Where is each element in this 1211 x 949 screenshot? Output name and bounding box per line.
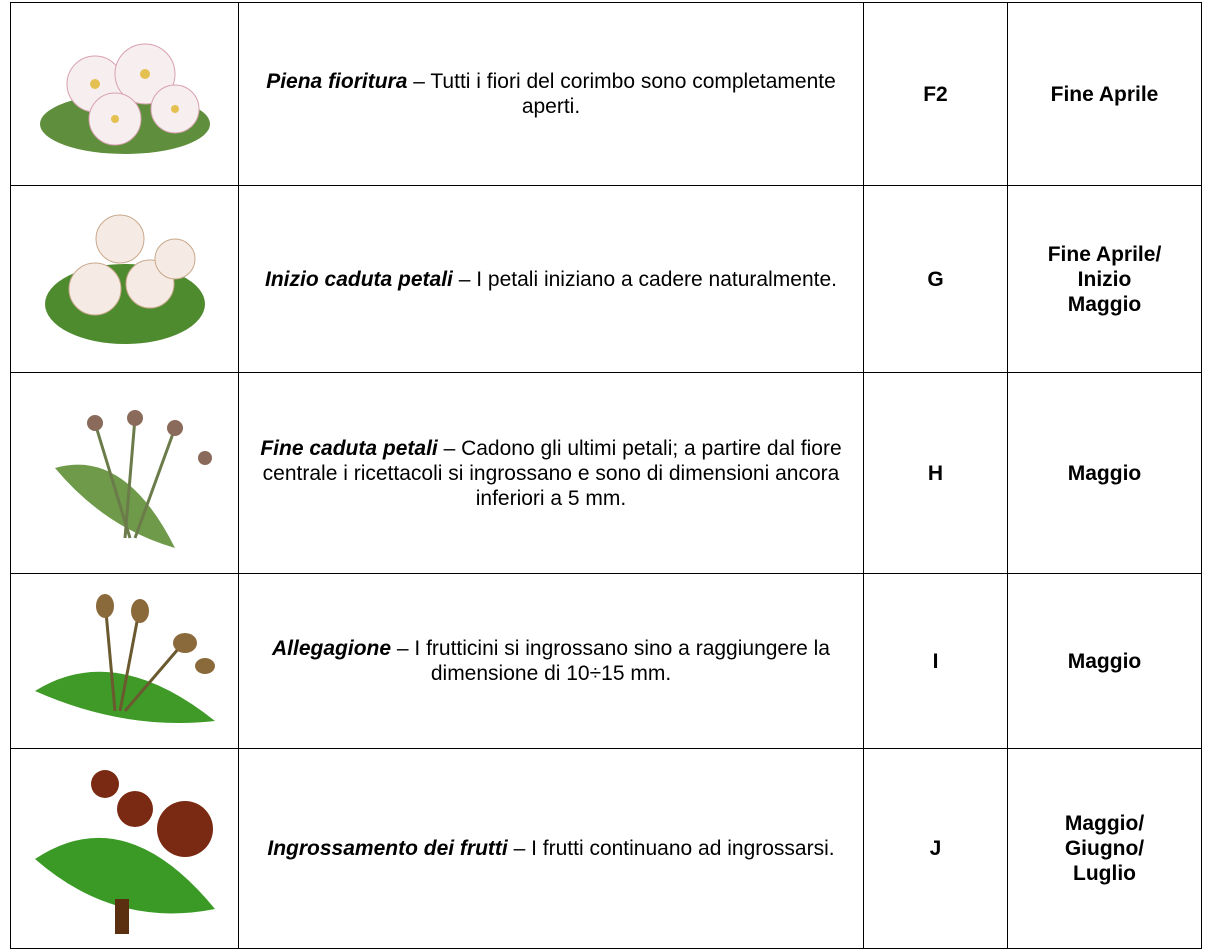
code-cell: F2 xyxy=(863,2,1008,186)
blossom-image xyxy=(39,43,210,154)
code-cell: H xyxy=(863,372,1008,574)
period-line: Maggio xyxy=(1067,461,1142,485)
period-cell: Maggio xyxy=(1007,573,1202,749)
image-cell xyxy=(10,372,239,574)
period-line: Giugno/ xyxy=(1064,837,1145,860)
period-cell: Fine Aprile xyxy=(1007,2,1202,186)
period-line: Luglio xyxy=(1073,862,1136,885)
fruit-growth-image xyxy=(34,769,215,934)
fruit-set-image xyxy=(34,594,215,723)
stage-description: – I frutti continuano ad ingrossarsi. xyxy=(513,837,835,860)
period-cell: Maggio/Giugno/Luglio xyxy=(1007,748,1202,949)
period-line: Maggio xyxy=(1067,649,1142,673)
stage-title: Allegagione xyxy=(272,637,392,660)
period-cell: Fine Aprile/Inizio Maggio xyxy=(1007,185,1202,373)
phenology-table: Piena fioritura – Tutti i fiori del cori… xyxy=(10,2,1202,949)
period-line: Fine Aprile xyxy=(1050,82,1159,106)
table-row: Inizio caduta petali – I petali iniziano… xyxy=(10,185,1202,373)
code-cell: J xyxy=(863,748,1008,949)
image-cell xyxy=(10,2,239,186)
table-row: Piena fioritura – Tutti i fiori del cori… xyxy=(10,2,1202,186)
table-row: Fine caduta petali – Cadono gli ultimi p… xyxy=(10,372,1202,574)
image-cell xyxy=(10,573,239,749)
petal-fall-image xyxy=(44,214,205,344)
stage-description: – I frutticini si ingrossano sino a ragg… xyxy=(396,637,830,685)
description-cell: Piena fioritura – Tutti i fiori del cori… xyxy=(238,2,864,186)
code-cell: I xyxy=(863,573,1008,749)
stage-description: – Cadono gli ultimi petali; a partire da… xyxy=(262,436,842,510)
image-cell xyxy=(10,185,239,373)
period-line: Maggio xyxy=(1067,292,1142,316)
description-cell: Allegagione – I frutticini si ingrossano… xyxy=(238,573,864,749)
code-cell: G xyxy=(863,185,1008,373)
period-cell: Maggio xyxy=(1007,372,1202,574)
description-cell: Inizio caduta petali – I petali iniziano… xyxy=(238,185,864,373)
stage-description: – Tutti i fiori del corimbo sono complet… xyxy=(413,70,836,118)
period-line: Fine Aprile/ xyxy=(1047,242,1162,266)
period-line: Inizio xyxy=(1077,267,1132,291)
petal-end-image xyxy=(54,410,212,548)
stage-title: Piena fioritura xyxy=(266,70,408,93)
description-cell: Fine caduta petali – Cadono gli ultimi p… xyxy=(238,372,864,574)
table-row: Ingrossamento dei frutti – I frutti cont… xyxy=(10,748,1202,949)
table-row: Allegagione – I frutticini si ingrossano… xyxy=(10,573,1202,749)
stage-description: – I petali iniziano a cadere naturalment… xyxy=(458,267,837,291)
stage-title: Fine caduta petali xyxy=(260,436,438,460)
stage-title: Ingrossamento dei frutti xyxy=(267,837,508,860)
image-cell xyxy=(10,748,239,949)
stage-title: Inizio caduta petali xyxy=(265,267,453,291)
description-cell: Ingrossamento dei frutti – I frutti cont… xyxy=(238,748,864,949)
period-line: Maggio/ xyxy=(1064,812,1145,835)
